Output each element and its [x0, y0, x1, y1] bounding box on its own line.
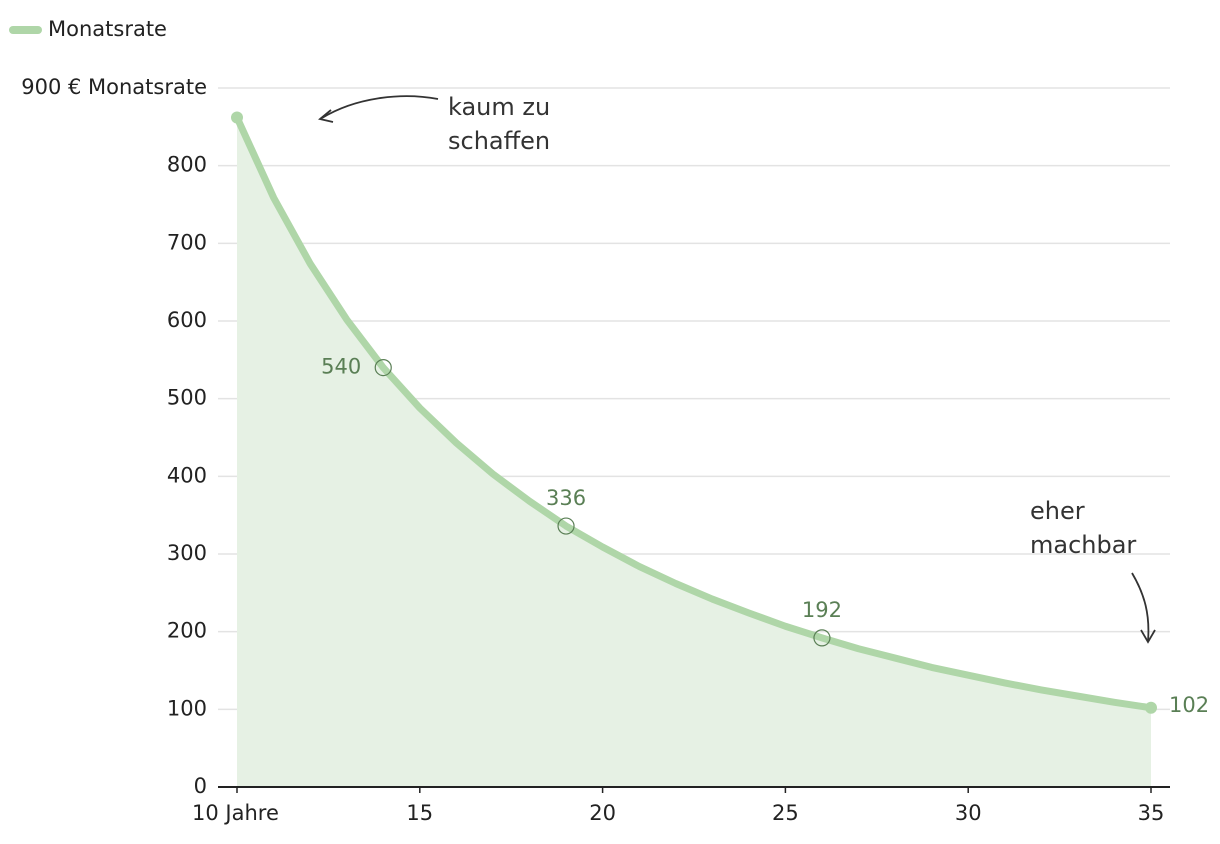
x-tick-label: 10 Jahre [192, 801, 279, 825]
point [374, 359, 392, 377]
point [557, 517, 575, 535]
legend-label: Monatsrate [48, 17, 167, 41]
y-tick-label: 200 [167, 619, 207, 643]
line [233, 114, 1155, 712]
y-tick-label: 800 [167, 153, 207, 177]
x-tick-label: 30 [955, 801, 982, 825]
y-tick-label: 500 [167, 386, 207, 410]
data-label: 540 [321, 355, 361, 379]
annotation-arrow-head [1140, 629, 1156, 644]
y-tick-label: 300 [167, 541, 207, 565]
point [813, 629, 831, 647]
point [231, 111, 243, 124]
point [1145, 701, 1157, 714]
annotation: machbar [1030, 531, 1136, 559]
y-tick-label: 400 [167, 463, 207, 487]
annotation: eher [1030, 497, 1085, 525]
area [237, 117, 1151, 788]
annotation: kaum zu [448, 93, 550, 121]
x-tick-label: 25 [772, 801, 799, 825]
annotation-arrow [1131, 572, 1150, 642]
y-tick-label: 600 [167, 308, 207, 332]
y-tick-label: 0 [194, 774, 207, 798]
y-tick-label: 900 € Monatsrate [21, 75, 207, 99]
annotation-arrow [321, 95, 439, 119]
annotation-arrow-head [318, 109, 334, 123]
data-label: 102 [1169, 693, 1209, 717]
x-tick-label: 15 [406, 801, 433, 825]
data-label: 192 [802, 598, 842, 622]
y-tick-label: 100 [167, 696, 207, 720]
annotation: schaffen [448, 127, 550, 155]
data-label: 336 [546, 486, 586, 510]
x-tick-label: 35 [1138, 801, 1165, 825]
y-tick-label: 700 [167, 230, 207, 254]
x-tick-label: 20 [589, 801, 616, 825]
